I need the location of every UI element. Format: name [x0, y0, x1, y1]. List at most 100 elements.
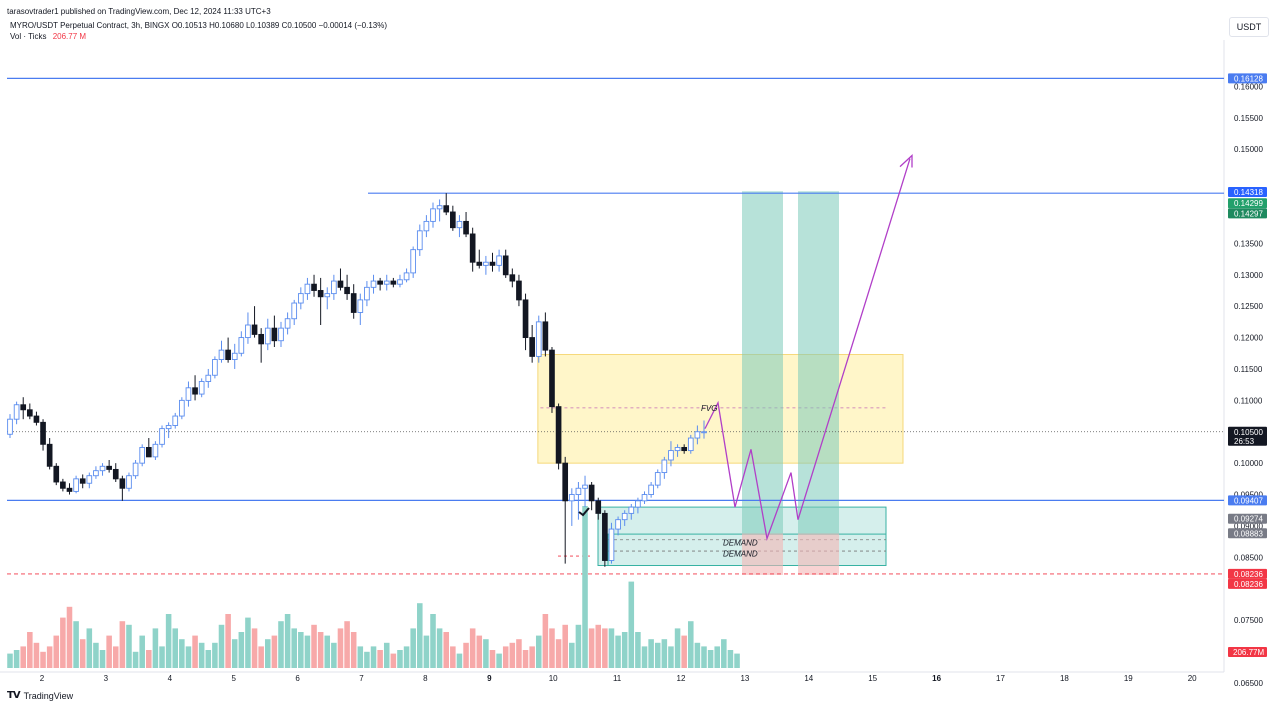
volume-bar [132, 651, 139, 668]
candle-body [13, 404, 20, 420]
candle-body [350, 293, 357, 313]
price-tag-label: 0.14299 [1234, 199, 1263, 208]
volume-bar [496, 653, 502, 668]
volume-bar [93, 642, 99, 668]
candle-body [139, 447, 146, 464]
volume-bar [212, 642, 218, 668]
volume-bar [60, 617, 66, 668]
candle-body [615, 519, 621, 530]
volume-bar [529, 646, 535, 668]
candle-body [654, 472, 661, 486]
currency-button[interactable]: USDT [1229, 17, 1269, 37]
volume-bar [476, 635, 483, 668]
candle-body [397, 279, 403, 285]
time-tick-label: 11 [613, 674, 622, 683]
volume-bar [99, 650, 106, 668]
candle-body [595, 500, 602, 514]
candle-body [40, 421, 46, 445]
stop-column-2 [798, 533, 839, 575]
brand-footer[interactable]: 𝗧𝗩 TradingView [7, 690, 73, 701]
candle-body [159, 428, 165, 445]
candle-body [79, 478, 86, 484]
candle-body [357, 299, 364, 313]
candle-body [370, 280, 377, 288]
candle-body [185, 387, 192, 401]
candle-body [284, 318, 291, 329]
candle-body [681, 447, 688, 452]
volume-value: 206.77 M [52, 32, 87, 41]
target-column-1 [742, 191, 783, 534]
volume-bar [516, 639, 522, 668]
time-tick-label: 4 [168, 674, 173, 683]
volume-bar [46, 646, 53, 668]
candle-body [60, 481, 66, 489]
price-tick-label: 0.08500 [1234, 553, 1263, 562]
volume-bar [139, 635, 145, 668]
volume-bar [284, 614, 291, 668]
price-tag [1228, 513, 1267, 524]
volume-bar [337, 628, 344, 668]
time-tick-label: 7 [359, 674, 364, 683]
volume-bar [112, 646, 119, 668]
volume-bar [377, 650, 383, 668]
candle-body [522, 299, 529, 339]
candle-body [33, 415, 40, 423]
volume-bar [588, 628, 595, 668]
volume-bar [555, 639, 562, 668]
demand-label-2: DEMAND [723, 550, 758, 559]
candle-body [436, 205, 443, 210]
candle-body [132, 462, 139, 477]
candle-body [46, 443, 53, 467]
volume-bar [410, 628, 416, 668]
price-tag-label: 0.09274 [1234, 515, 1263, 524]
volume-bar [450, 646, 456, 668]
volume-bar [383, 642, 390, 668]
candle-body [443, 205, 450, 213]
candle-body [687, 437, 694, 452]
volume-bar [152, 628, 159, 668]
candle-body [575, 487, 582, 495]
price-tick-label: 0.10000 [1234, 459, 1263, 468]
candle-body [66, 487, 73, 492]
candle-body [535, 321, 542, 357]
price-tick-label: 0.15500 [1234, 114, 1263, 123]
candle-body [549, 349, 555, 408]
volume-bar [205, 650, 212, 668]
volume-bar [370, 646, 377, 668]
price-tag [1228, 208, 1267, 219]
volume-bar [628, 581, 635, 668]
volume-bar [53, 635, 60, 668]
time-tick-label: 20 [1188, 674, 1197, 683]
volume-bar [734, 653, 740, 668]
volume-bar [79, 639, 86, 668]
candle-body [165, 425, 172, 430]
volume-bar [311, 624, 317, 668]
candle-body [218, 349, 225, 360]
time-tick-label: 5 [231, 674, 236, 683]
candle-body [192, 387, 198, 395]
price-tick-label: 0.16000 [1234, 82, 1263, 91]
volume-bar [304, 635, 311, 668]
candle-body [582, 484, 588, 489]
volume-legend: Vol · Ticks 206.77 M [10, 32, 86, 41]
volume-bar [20, 646, 26, 668]
candle-body [73, 478, 79, 492]
price-tag [1228, 568, 1267, 579]
volume-bar [674, 628, 681, 668]
last-price-tag [1228, 426, 1267, 446]
volume-bar [509, 642, 516, 668]
candle-body [509, 274, 516, 282]
volume-bar [179, 639, 185, 668]
volume-bar [331, 642, 337, 668]
price-tick-label: 0.13000 [1234, 271, 1263, 280]
target-column-2 [798, 191, 839, 534]
candle-body [456, 220, 463, 229]
tv-logo-icon: 𝗧𝗩 [7, 690, 21, 701]
fvg-zone [537, 354, 904, 464]
candle-body [496, 255, 502, 266]
volume-bar [549, 628, 555, 668]
candle-body [450, 211, 456, 229]
price-tag [1228, 578, 1267, 589]
volume-bar [218, 624, 225, 668]
